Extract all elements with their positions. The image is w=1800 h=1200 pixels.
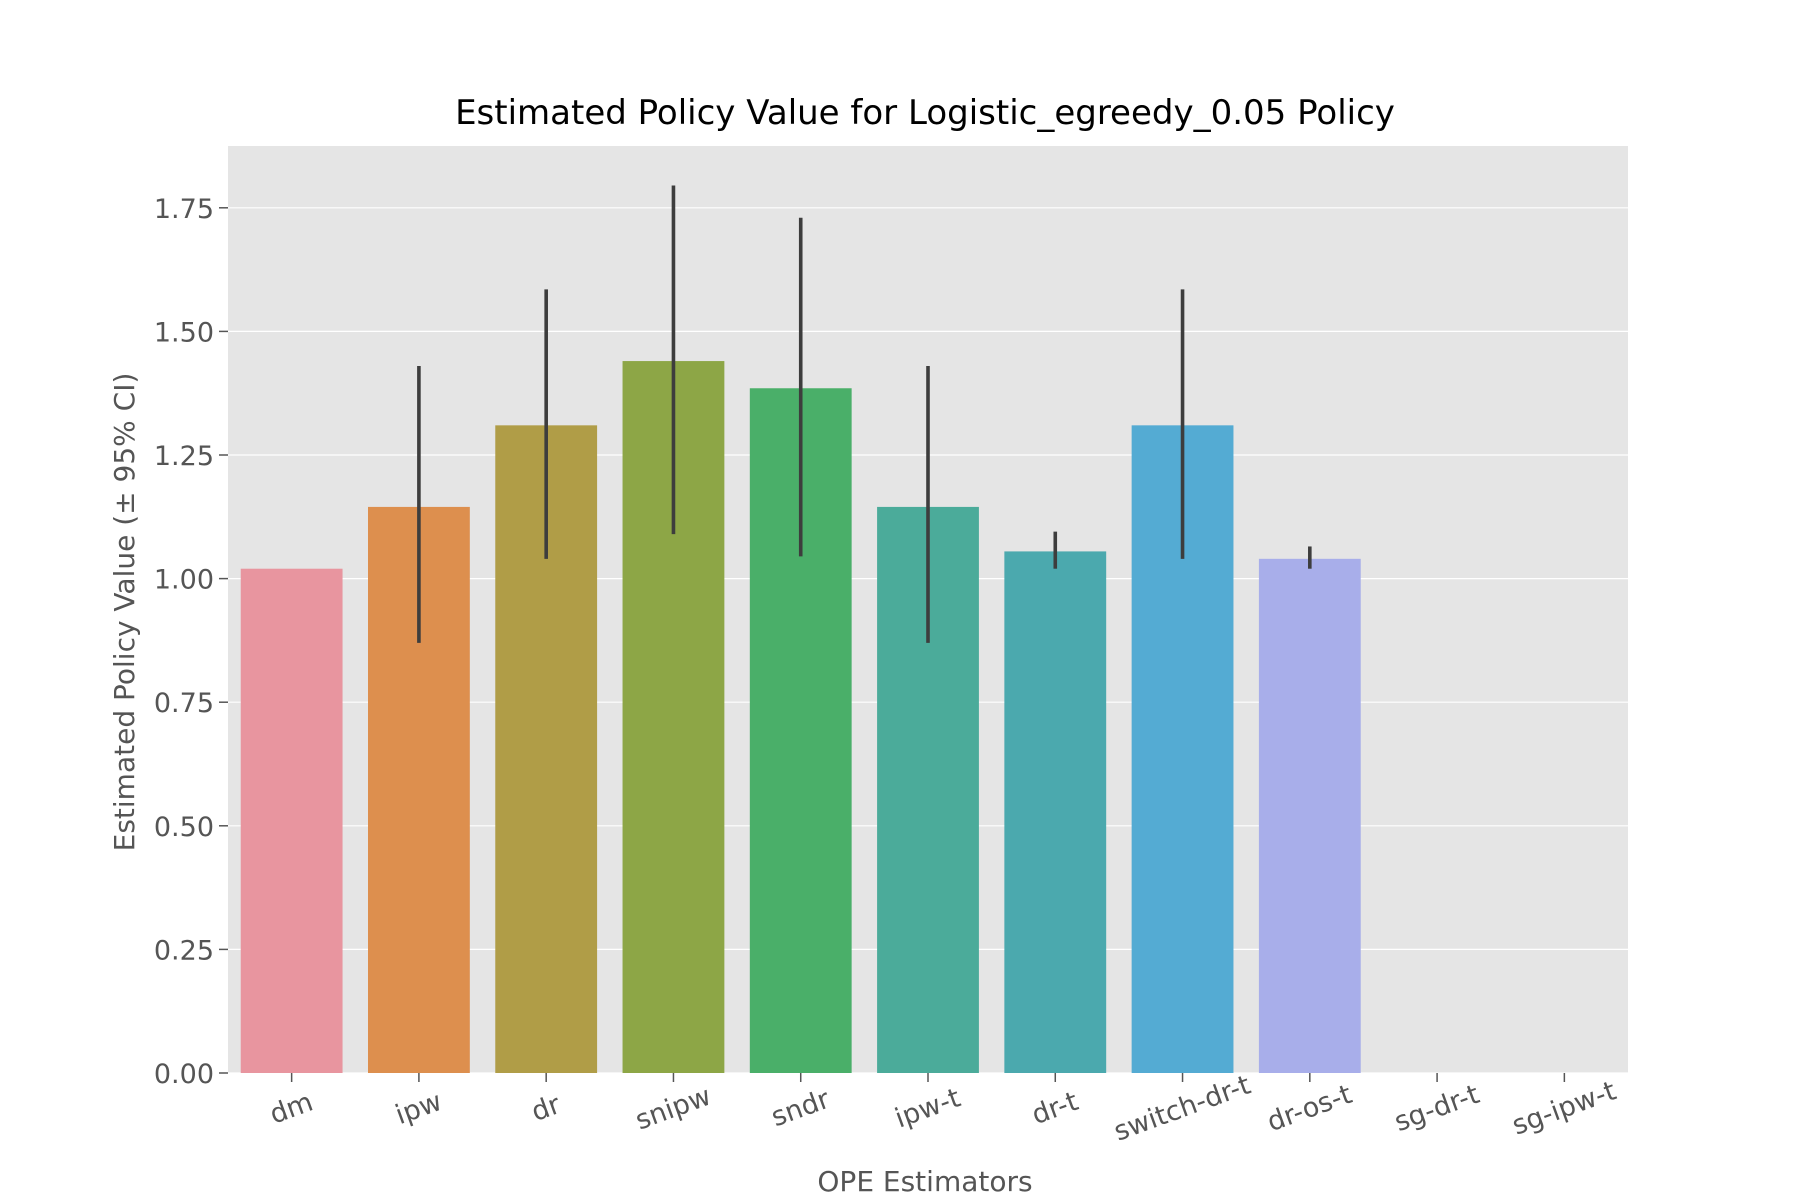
bar-dm [240, 568, 343, 1073]
y-axis-label: Estimated Policy Value (± 95% CI) [108, 373, 141, 852]
x-axis: dm ipw dr snipw sndr ipw-t dr-t switch-dr-t dr-o… [266, 1070, 1620, 1148]
x-axis-label: OPE Estimators [817, 1165, 1032, 1198]
x-tick-label: ipw [391, 1086, 446, 1131]
bar-dr-t [1004, 551, 1107, 1073]
x-tick-label: snipw [631, 1081, 715, 1137]
y-tick-label: 1.50 [154, 317, 214, 348]
x-tick-label: sg-ipw-t [1508, 1075, 1620, 1141]
x-tick-label: dr-t [1028, 1086, 1083, 1131]
bars [240, 361, 1361, 1074]
y-tick-label: 0.25 [154, 935, 214, 966]
x-tick-label: dm [266, 1087, 317, 1131]
bar-dr-os-t [1258, 558, 1361, 1073]
y-tick-label: 0.00 [154, 1059, 214, 1090]
y-tick-label: 1.25 [154, 441, 214, 472]
y-axis: 0.00 0.25 0.50 0.75 1.00 1.25 1.50 1.75 [154, 194, 228, 1090]
x-tick-label: dr [527, 1089, 565, 1128]
x-tick-label: sndr [767, 1083, 834, 1133]
y-tick-label: 1.00 [154, 565, 214, 596]
x-tick-label: sg-dr-t [1390, 1079, 1483, 1138]
error-bars [417, 185, 1312, 643]
x-tick-label: dr-os-t [1263, 1079, 1356, 1138]
y-tick-label: 0.50 [154, 812, 214, 843]
y-tick-label: 1.75 [154, 194, 214, 225]
y-tick-label: 0.75 [154, 688, 214, 719]
chart-title: Estimated Policy Value for Logistic_egre… [455, 93, 1395, 133]
x-tick-label: ipw-t [891, 1082, 965, 1134]
